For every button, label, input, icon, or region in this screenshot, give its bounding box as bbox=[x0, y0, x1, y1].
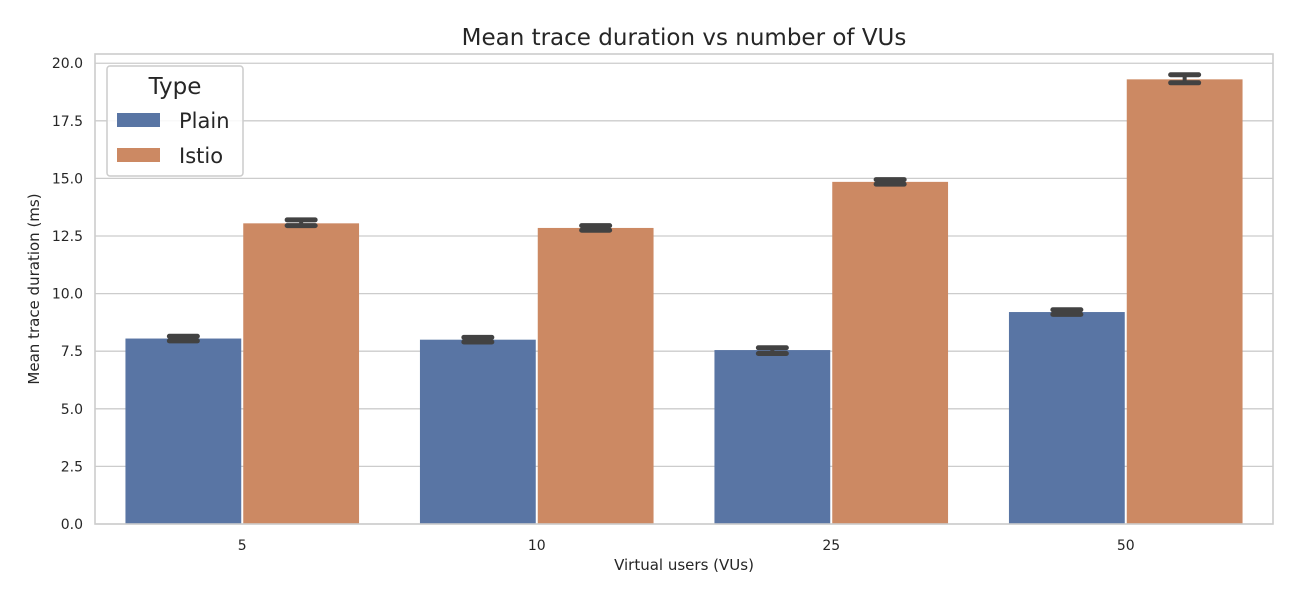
bar-plain-25 bbox=[714, 350, 831, 524]
y-tick-label: 7.5 bbox=[61, 344, 83, 360]
plot-frame bbox=[94, 53, 1274, 525]
x-axis-label: Virtual users (VUs) bbox=[614, 556, 754, 574]
y-tick-label: 17.5 bbox=[52, 114, 83, 130]
legend-swatch-plain bbox=[117, 113, 160, 127]
error-bar-istio-5 bbox=[284, 217, 318, 229]
legend-label-istio: Istio bbox=[179, 144, 223, 168]
y-tick-labels: 0.0 2.5 5.0 7.5 10.0 12.5 15.0 17.5 20.0 bbox=[52, 56, 83, 533]
error-bar-istio-50 bbox=[1168, 72, 1202, 86]
y-axis-label: Mean trace duration (ms) bbox=[25, 193, 43, 384]
x-tick-labels: 5 10 25 50 bbox=[238, 538, 1135, 554]
legend-label-plain: Plain bbox=[179, 109, 230, 133]
legend-swatch-istio bbox=[117, 148, 160, 162]
bars bbox=[125, 79, 1243, 524]
error-bar-plain-25 bbox=[755, 345, 789, 357]
bar-plain-5 bbox=[125, 338, 242, 524]
error-bar-plain-10 bbox=[461, 334, 495, 345]
bar-istio-5 bbox=[243, 223, 360, 524]
y-tick-label: 2.5 bbox=[61, 459, 83, 475]
x-tick-label: 25 bbox=[822, 538, 840, 554]
bar-plain-10 bbox=[419, 339, 536, 524]
y-tick-label: 20.0 bbox=[52, 56, 83, 72]
bar-istio-10 bbox=[537, 227, 654, 524]
y-tick-label: 0.0 bbox=[61, 517, 83, 533]
chart-title: Mean trace duration vs number of VUs bbox=[462, 25, 907, 51]
error-bar-plain-50 bbox=[1050, 307, 1084, 317]
x-tick-label: 5 bbox=[238, 538, 247, 554]
legend-title: Type bbox=[148, 74, 202, 100]
y-tick-label: 15.0 bbox=[52, 171, 83, 187]
bar-istio-25 bbox=[832, 181, 949, 524]
error-bar-istio-25 bbox=[873, 177, 907, 187]
bar-istio-50 bbox=[1126, 79, 1243, 524]
x-tick-label: 50 bbox=[1117, 538, 1135, 554]
error-bar-istio-10 bbox=[579, 223, 613, 233]
error-bar-plain-5 bbox=[166, 333, 200, 344]
bar-plain-50 bbox=[1008, 312, 1125, 524]
y-tick-label: 12.5 bbox=[52, 229, 83, 245]
y-tick-label: 5.0 bbox=[61, 402, 83, 418]
x-tick-label: 10 bbox=[528, 538, 546, 554]
error-bars bbox=[166, 72, 1202, 357]
y-tick-label: 10.0 bbox=[52, 287, 83, 303]
legend: Type Plain Istio bbox=[106, 65, 244, 177]
